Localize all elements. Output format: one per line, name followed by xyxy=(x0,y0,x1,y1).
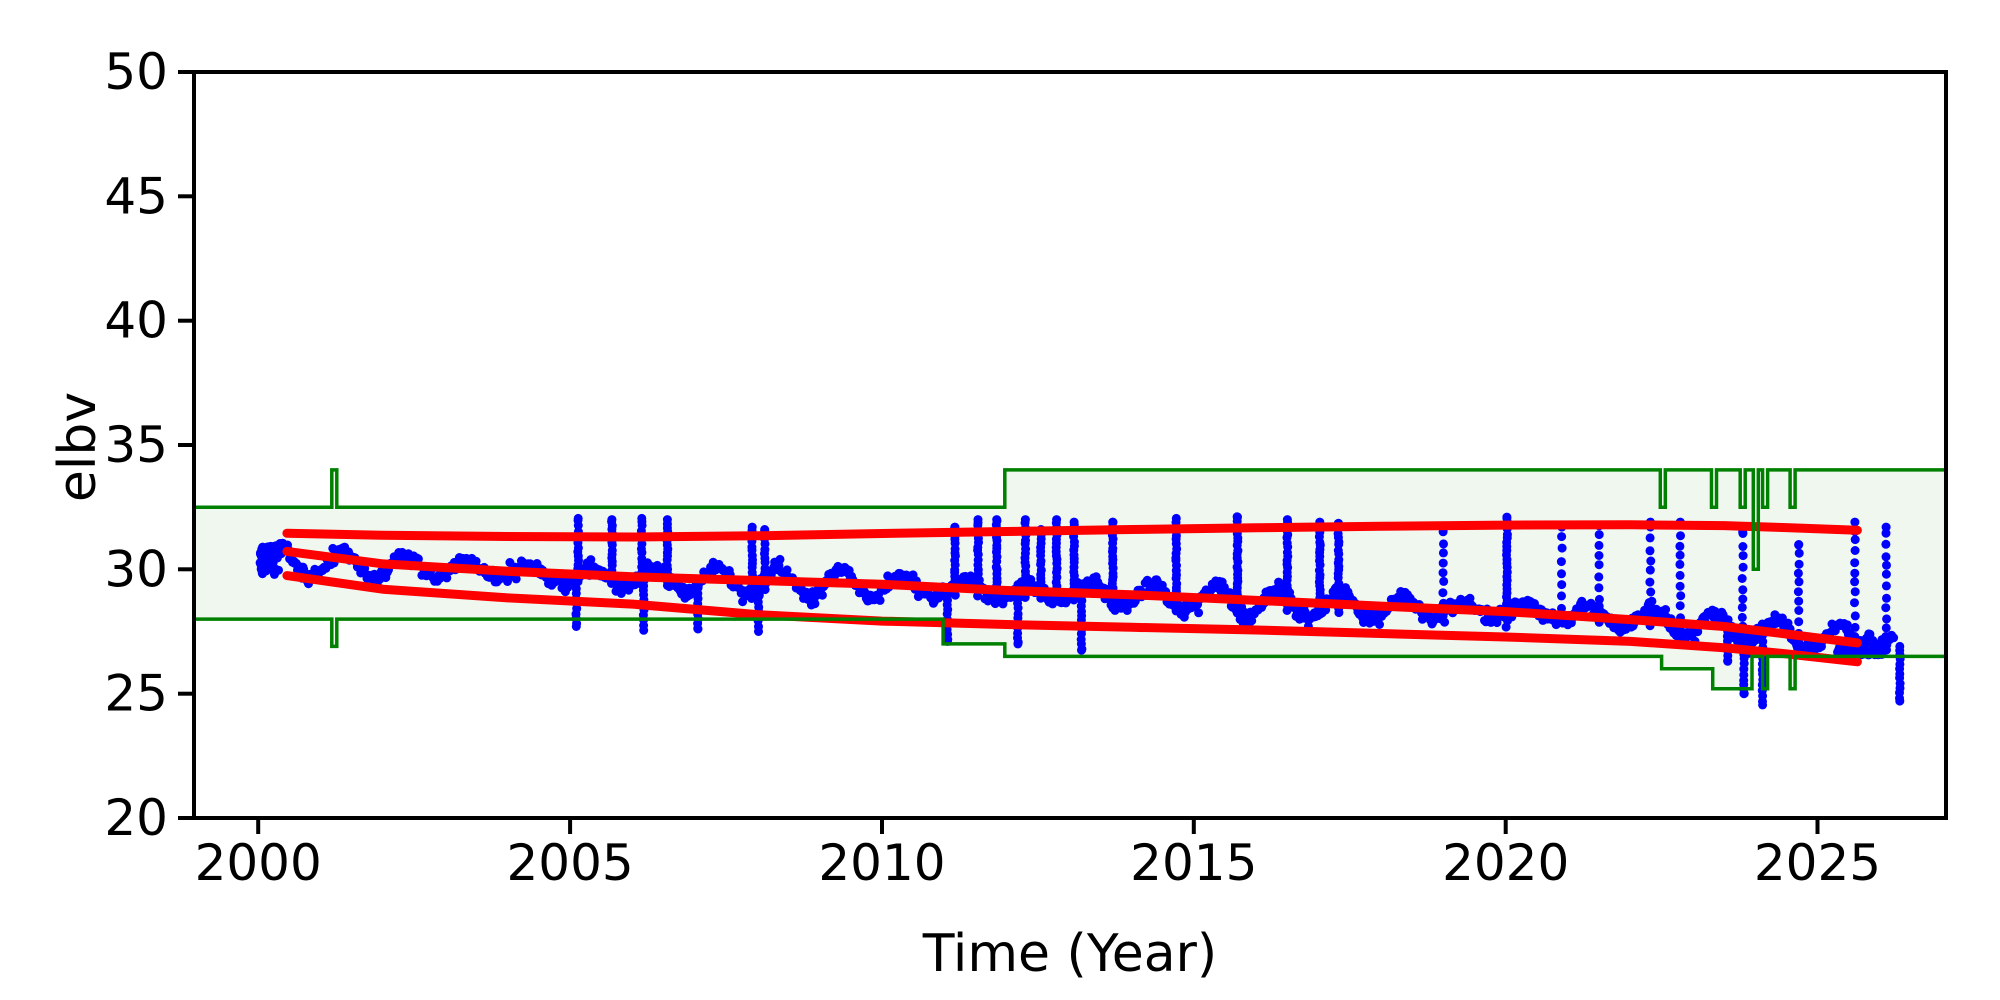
trend-line-mean xyxy=(282,546,1862,648)
x-tick-label: 2000 xyxy=(195,834,322,892)
x-tick-label: 2025 xyxy=(1754,834,1881,892)
envelope-upper-line xyxy=(195,468,1946,572)
trend-line-upper xyxy=(282,520,1862,542)
y-tick-label: 40 xyxy=(104,292,168,350)
y-tick-label: 25 xyxy=(104,665,168,723)
y-tick-label: 50 xyxy=(104,43,168,101)
x-tick-label: 2015 xyxy=(1130,834,1257,892)
x-tick-label: 2020 xyxy=(1442,834,1569,892)
trend-line-lower xyxy=(282,571,1862,667)
x-tick-label: 2010 xyxy=(818,834,945,892)
x-tick-labels: 2000 2005 2010 2015 2020 2025 xyxy=(195,834,1882,892)
x-axis-ticks xyxy=(256,818,1820,834)
y-tick-label: 20 xyxy=(104,789,168,847)
y-tick-label: 35 xyxy=(104,416,168,474)
plot-background xyxy=(194,72,1946,818)
envelope-lower-line xyxy=(195,617,1946,691)
y-tick-label: 45 xyxy=(104,167,168,225)
y-tick-label: 30 xyxy=(104,540,168,598)
y-axis-label: elbv xyxy=(48,391,108,503)
x-tick-label: 2005 xyxy=(506,834,633,892)
y-axis-ticks xyxy=(178,70,194,820)
y-tick-labels: 20 25 30 35 40 45 50 xyxy=(104,43,168,847)
x-axis-label: Time (Year) xyxy=(922,924,1218,984)
